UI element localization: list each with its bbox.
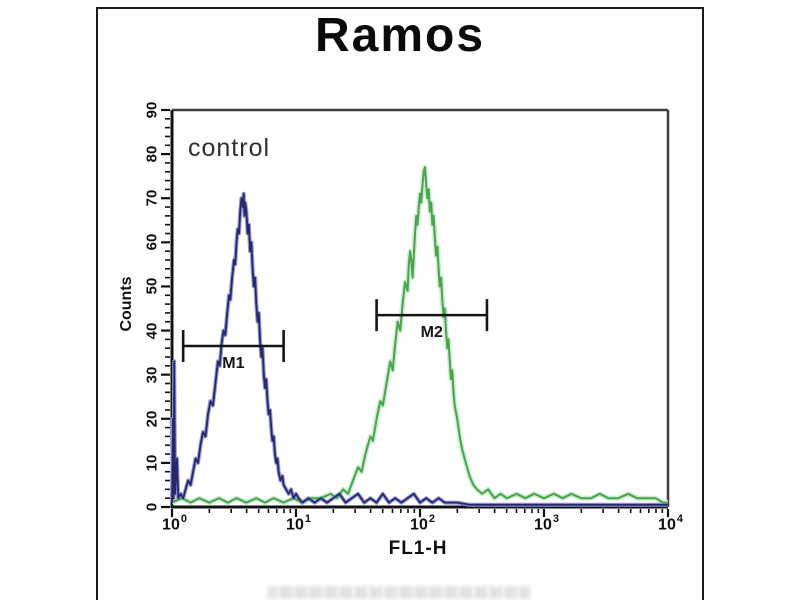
y-tick-label-20: 20 xyxy=(143,410,161,428)
x-tick-exponent: 3 xyxy=(552,513,559,525)
x-tick-label-10e2: 102 xyxy=(410,513,435,534)
x-tick-label-10e3: 103 xyxy=(534,513,559,534)
x-tick-base: 10 xyxy=(410,516,428,534)
y-tick-label-30: 30 xyxy=(143,366,161,383)
marker-label-M1: M1 xyxy=(222,354,245,372)
control-label: control xyxy=(188,134,271,162)
x-tick-label-10e4: 104 xyxy=(658,513,683,534)
y-tick-label-0: 0 xyxy=(143,502,161,512)
y-tick-label-80: 80 xyxy=(143,145,161,163)
y-tick-label-50: 50 xyxy=(143,278,161,295)
green-histogram-curve xyxy=(171,166,668,504)
watermark-blur xyxy=(268,586,530,599)
x-tick-exponent: 0 xyxy=(180,513,187,525)
x-tick-exponent: 2 xyxy=(428,513,435,525)
x-tick-base: 10 xyxy=(534,516,552,534)
x-tick-base: 10 xyxy=(162,516,180,534)
y-tick-label-70: 70 xyxy=(143,189,161,207)
blue-curve-halo xyxy=(170,191,668,507)
x-tick-exponent: 1 xyxy=(304,513,311,525)
x-tick-exponent: 4 xyxy=(676,513,683,525)
marker-label-M2: M2 xyxy=(420,324,443,342)
x-axis-label: FL1-H xyxy=(388,538,448,559)
blue-histogram-curve xyxy=(171,192,668,506)
y-tick-label-90: 90 xyxy=(143,101,161,119)
x-tick-label-10e0: 100 xyxy=(162,513,187,534)
chart-title: Ramos xyxy=(314,9,486,62)
x-tick-label-10e1: 101 xyxy=(286,513,311,534)
y-tick-label-60: 60 xyxy=(143,233,161,251)
x-tick-base: 10 xyxy=(286,516,304,534)
y-tick-label-40: 40 xyxy=(143,322,161,339)
y-tick-label-10: 10 xyxy=(143,454,161,472)
x-tick-base: 10 xyxy=(658,516,676,534)
